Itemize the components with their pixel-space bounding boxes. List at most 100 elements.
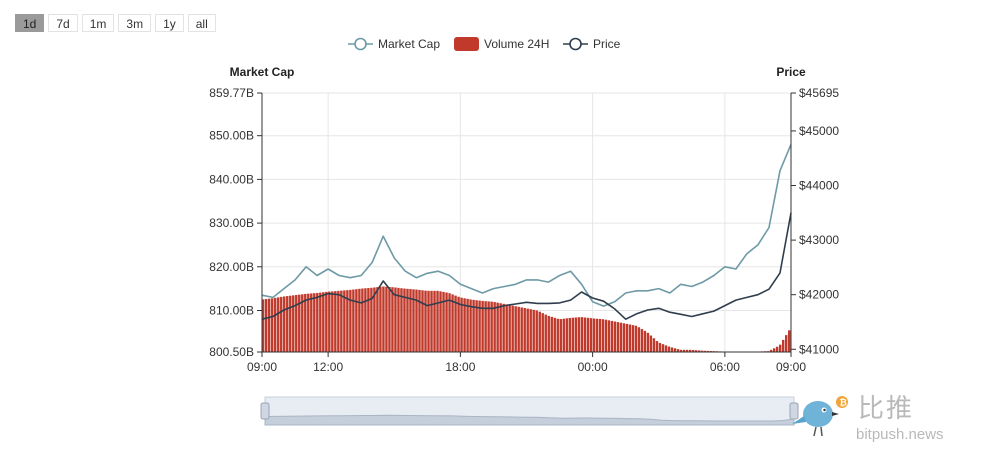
volume-bar: [676, 349, 680, 352]
y-left-tick-label: 800.50B: [209, 345, 254, 359]
range-button-1d[interactable]: 1d: [15, 14, 45, 32]
volume-bar: [586, 317, 590, 352]
x-tick-label: 12:00: [313, 360, 343, 374]
volume-bar: [307, 293, 310, 352]
volume-bar: [421, 290, 424, 352]
volume-bar: [538, 311, 541, 352]
watermark-cn: 比推: [858, 394, 915, 424]
volume-bar: [775, 346, 779, 352]
volume-bar: [391, 287, 394, 352]
price-line: [261, 212, 792, 321]
y-left-tick-label: 859.77B: [209, 86, 254, 100]
volume-bar: [787, 330, 791, 352]
volume-bar: [418, 289, 421, 352]
volume-bar: [364, 288, 367, 352]
volume-bar: [361, 288, 364, 352]
volume-bar: [781, 339, 785, 352]
legend-item-volume-24h[interactable]: Volume 24H: [454, 37, 549, 51]
volume-bar: [694, 350, 698, 352]
volume-bar: [358, 288, 361, 352]
y-right-axis-title: Price: [776, 65, 806, 79]
range-button-3m[interactable]: 3m: [118, 14, 152, 32]
volume-bar: [274, 297, 277, 352]
volume-bar: [466, 298, 469, 352]
volume-bar: [301, 294, 304, 352]
volume-bar: [571, 317, 574, 352]
data-zoom-navigator[interactable]: [260, 396, 799, 426]
volume-bar: [631, 325, 635, 352]
y-right-tick-label: $42000: [799, 288, 839, 302]
legend-swatch-marker: [569, 37, 582, 51]
volume-bar: [478, 300, 481, 352]
volume-bar: [427, 290, 430, 352]
legend-label: Market Cap: [378, 37, 440, 51]
navigator-handle-left[interactable]: [260, 402, 270, 420]
volume-bar: [544, 314, 547, 352]
x-tick-label: 06:00: [710, 360, 740, 374]
range-button-all[interactable]: all: [187, 14, 216, 32]
range-button-7d[interactable]: 7d: [48, 14, 78, 32]
volume-bar: [484, 301, 487, 352]
volume-bar: [649, 335, 653, 352]
bitpush-logo-icon: ₿: [790, 394, 848, 438]
volume-bar: [424, 290, 427, 352]
range-button-1y[interactable]: 1y: [155, 14, 184, 32]
volume-bar: [352, 289, 355, 352]
volume-bar: [454, 295, 457, 352]
volume-bar: [529, 309, 532, 352]
legend-swatch-volume: [454, 37, 479, 51]
volume-bar: [313, 293, 316, 352]
range-button-1m[interactable]: 1m: [81, 14, 115, 32]
time-range-selector: 1d 7d 1m 3m 1y all: [15, 14, 216, 32]
legend-item-price[interactable]: Price: [563, 37, 621, 51]
volume-bar: [679, 349, 683, 352]
volume-bar: [592, 318, 596, 352]
volume-bar: [409, 289, 412, 352]
line-series: [261, 144, 792, 321]
legend-item-market-cap[interactable]: Market Cap: [348, 37, 440, 51]
navigator-handle-right[interactable]: [789, 402, 799, 420]
volume-bar: [475, 300, 478, 352]
volume-bar: [316, 292, 319, 352]
volume-bar: [337, 290, 340, 352]
volume-bar: [430, 290, 433, 352]
volume-bar: [622, 323, 626, 352]
volume-bar: [589, 318, 593, 352]
volume-bar: [526, 308, 529, 352]
volume-bar: [277, 297, 280, 352]
x-tick-label: 09:00: [776, 360, 806, 374]
volume-bar: [697, 350, 701, 352]
volume-bar: [448, 293, 451, 352]
volume-bar: [628, 324, 632, 352]
watermark-en: bitpush.news: [856, 426, 944, 443]
volume-bar: [382, 286, 385, 352]
volume-bar: [520, 307, 523, 352]
volume-bar: [349, 289, 352, 352]
volume-bar: [634, 325, 638, 352]
volume-bar: [664, 345, 668, 352]
volume-bar: [268, 298, 271, 352]
y-right-tick-label: $43000: [799, 233, 839, 247]
axes: 859.77B 850.00B 840.00B 830.00B 820.00B 810.0…: [209, 65, 839, 374]
volume-bar: [532, 309, 535, 352]
y-left-tick-label: 810.00B: [209, 303, 254, 317]
volume-bar: [373, 287, 376, 352]
volume-bar: [457, 296, 460, 352]
volume-bar: [511, 305, 514, 352]
volume-bar: [646, 332, 650, 352]
volume-bar: [784, 335, 788, 352]
volume-bar: [625, 323, 629, 352]
legend-swatch-marker: [354, 37, 367, 51]
volume-bar: [640, 329, 644, 352]
volume-bar: [319, 292, 322, 352]
volume-bar: [595, 318, 599, 352]
x-tick-label: 09:00: [247, 360, 277, 374]
volume-bar: [703, 350, 707, 352]
volume-bar: [403, 288, 406, 352]
volume-bar: [685, 349, 689, 352]
volume-bar: [433, 290, 436, 352]
volume-bar: [445, 292, 448, 352]
volume-bar: [280, 296, 283, 352]
volume-bar: [376, 287, 379, 352]
volume-bar: [610, 320, 614, 352]
